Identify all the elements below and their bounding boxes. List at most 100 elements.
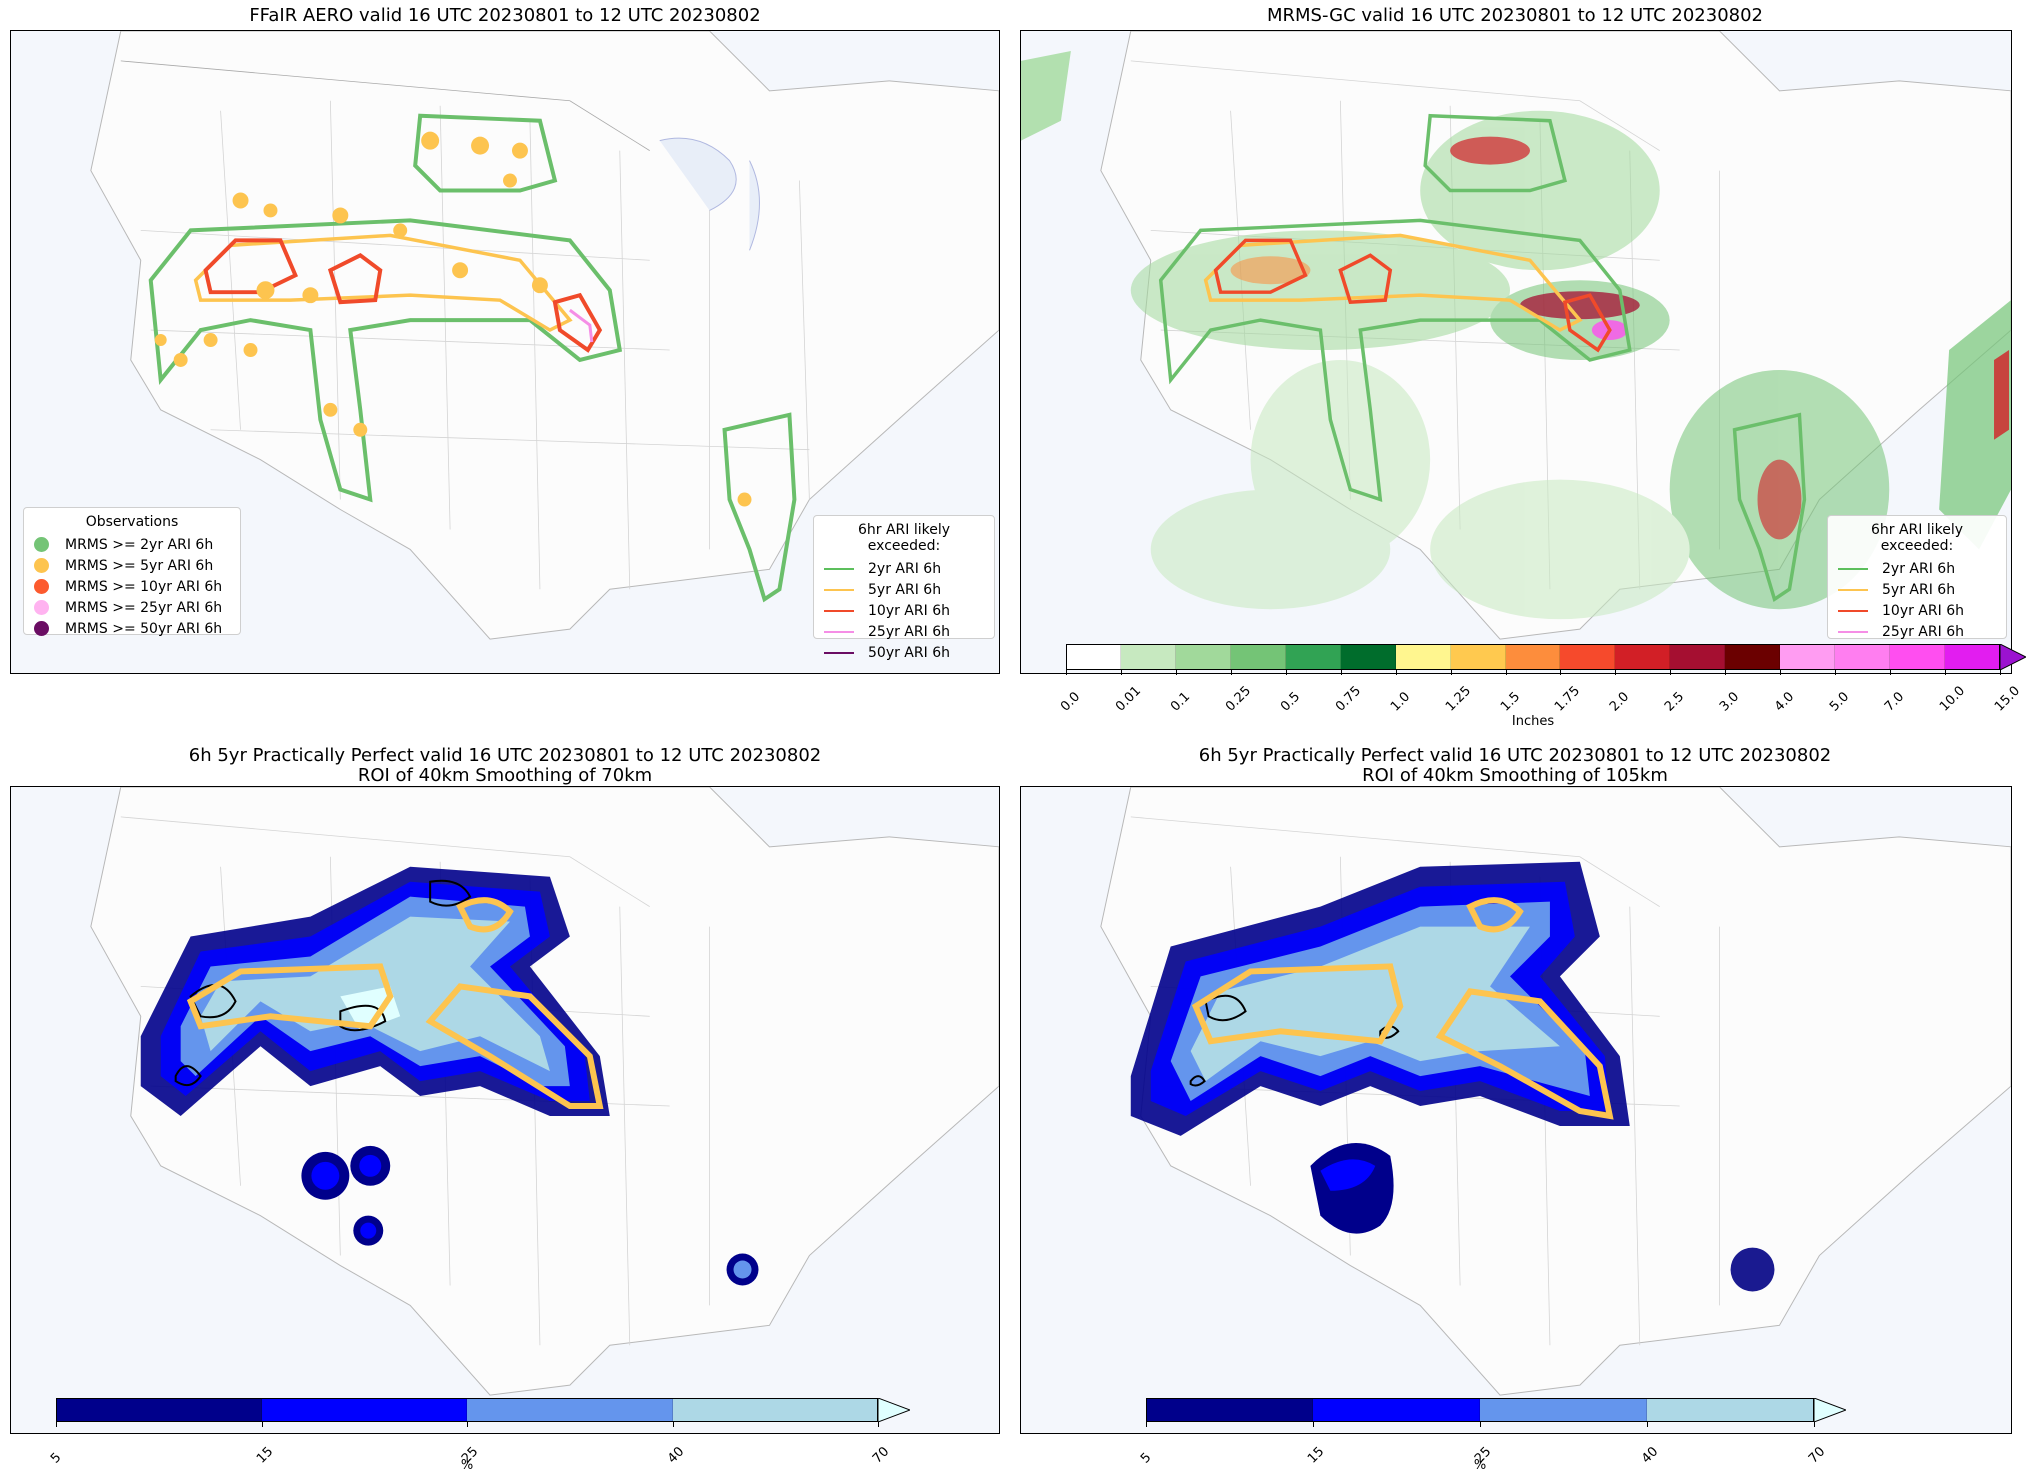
- colorbar-segment: [1066, 644, 1121, 670]
- colorbar-tickmark: [1313, 1422, 1314, 1427]
- colorbar-segment: [1725, 644, 1781, 670]
- colorbar-tickmark: [1480, 1422, 1481, 1427]
- colorbar-segment: [1450, 644, 1506, 670]
- prob-colorbar-left: 5 15 25 40 70%: [48, 1398, 910, 1473]
- observations-legend-title: Observations: [85, 514, 179, 530]
- obs-dot-5yr-icon: [34, 558, 49, 573]
- title-top-right: MRMS-GC valid 16 UTC 20230801 to 12 UTC …: [1266, 5, 1764, 26]
- colorbar-segment: [1340, 644, 1396, 670]
- colorbar-tick-label: 15.0: [1992, 683, 2024, 715]
- colorbar-segment: [1175, 644, 1231, 670]
- map-basemap: [90, 31, 999, 640]
- obs-dot-25yr-icon: [34, 600, 49, 615]
- colorbar-tickmark: [1945, 670, 1947, 675]
- colorbar-frame: [56, 1398, 878, 1422]
- colorbar-tick-label: 2.0: [1607, 689, 1633, 715]
- colorbar-extend-arrow: [1814, 1398, 1846, 1422]
- obs-legend-item-2yr: MRMS >= 2yr ARI 6h: [34, 534, 230, 555]
- colorbar-extend-arrow: [2000, 644, 2026, 670]
- colorbar-label: %: [460, 1458, 474, 1473]
- colorbar-tickmark: [1890, 670, 1892, 675]
- colorbar-segment: [56, 1398, 262, 1422]
- colorbar-tickmark: [2000, 670, 2001, 675]
- observations-legend: Observations MRMS >= 2yr ARI 6h MRMS >= …: [23, 507, 241, 637]
- map-pp-70km: [90, 787, 999, 1396]
- colorbar-segment: [1647, 1398, 1814, 1422]
- colorbar-segment: [1890, 644, 1946, 670]
- colorbar-segment: [1120, 644, 1176, 670]
- map-pp-105km: [1100, 787, 2011, 1396]
- colorbar-tick-label: 0.75: [1332, 683, 1364, 715]
- colorbar-segment: [1313, 1398, 1480, 1422]
- ari-line-2yr-icon: [824, 567, 854, 570]
- colorbar-tickmark: [1230, 670, 1232, 675]
- colorbar-segment: [1285, 644, 1341, 670]
- colorbar-tick-label: 0.0: [1058, 689, 1084, 715]
- obs-dots-5yr: [154, 131, 752, 507]
- colorbar-tick-label: 0.25: [1222, 683, 1254, 715]
- colorbar-segment: [1480, 1398, 1647, 1422]
- colorbar-tickmark: [1120, 670, 1122, 675]
- obs-legend-item-50yr: MRMS >= 50yr ARI 6h: [34, 618, 230, 639]
- colorbar-tickmark: [1780, 670, 1782, 675]
- colorbar-tickmark: [56, 1422, 57, 1427]
- precip-colorbar: 0.0 0.01 0.1 0.25 0.5 0.75 1.0 1.25 1.5 1.75 2.0 2.…: [1058, 644, 2026, 729]
- colorbar-segment: [1230, 644, 1286, 670]
- precip-heavy-cores: [1230, 136, 1802, 540]
- title-bottom-left: 6h 5yr Practically Perfect valid 16 UTC …: [188, 745, 822, 786]
- colorbar-tickmark: [1450, 670, 1452, 675]
- colorbar-tickmark: [1670, 670, 1672, 675]
- prob-colorbar-right: 5 15 25 40 70%: [1138, 1398, 1846, 1473]
- colorbar-tickmark: [1340, 670, 1342, 675]
- colorbar-segment: [1670, 644, 1726, 670]
- colorbar-tickmark: [1395, 670, 1397, 675]
- ari-legend-item-25yr: 25yr ARI 6h: [1838, 621, 1996, 642]
- ari-line-5yr-icon: [1838, 588, 1868, 591]
- colorbar-tickmark: [1560, 670, 1562, 675]
- obs-dot-2yr-icon: [34, 537, 49, 552]
- colorbar-tickmark: [1615, 670, 1617, 675]
- contour-5yr-outline: [186, 963, 394, 1030]
- ari-legend-item-5yr: 5yr ARI 6h: [1838, 579, 1996, 600]
- colorbar-tick-label: 1.0: [1387, 689, 1413, 715]
- map-panel-pp-105km: [1020, 786, 2012, 1434]
- colorbar-tickmark: [1175, 670, 1177, 675]
- ari-legend-title: 6hr ARI likely exceeded:: [1870, 522, 1964, 554]
- ari-legend-top-right: 6hr ARI likely exceeded: 2yr ARI 6h 5yr …: [1827, 515, 2007, 661]
- colorbar-segment: [1780, 644, 1836, 670]
- colorbar-tick-label: 5.0: [1827, 689, 1853, 715]
- ari-legend-item-10yr: 10yr ARI 6h: [824, 600, 984, 621]
- ari-legend-item-50yr: 50yr ARI 6h: [824, 642, 984, 663]
- ari-legend-title: 6hr ARI likely exceeded:: [857, 522, 951, 554]
- colorbar-tickmark: [467, 1422, 468, 1427]
- colorbar-segment: [672, 1398, 878, 1422]
- colorbar-tick-label: 0.1: [1167, 689, 1194, 715]
- colorbar-tickmark: [1647, 1422, 1648, 1427]
- colorbar-tickmark: [261, 1422, 263, 1427]
- colorbar-tick-label: 4.0: [1772, 689, 1798, 715]
- colorbar-segment: [261, 1398, 467, 1422]
- title-bottom-right: 6h 5yr Practically Perfect valid 16 UTC …: [1198, 745, 1832, 786]
- obs-legend-item-25yr: MRMS >= 25yr ARI 6h: [34, 597, 230, 618]
- map-panel-pp-70km: [10, 786, 1000, 1434]
- colorbar-extend-arrow: [878, 1398, 910, 1422]
- colorbar-segment: [467, 1398, 673, 1422]
- ari-line-5yr-icon: [824, 588, 854, 591]
- colorbar-frame: [1146, 1398, 1814, 1422]
- map-panel-ffair-aero: Observations MRMS >= 2yr ARI 6h MRMS >= …: [10, 30, 1000, 674]
- map-panel-mrms-gc: 6hr ARI likely exceeded: 2yr ARI 6h 5yr …: [1020, 30, 2012, 674]
- ari-line-10yr-icon: [824, 609, 854, 612]
- colorbar-tickmark: [878, 1422, 879, 1427]
- ari-legend-top-left: 6hr ARI likely exceeded: 2yr ARI 6h 5yr …: [813, 515, 995, 661]
- colorbar-segment: [1395, 644, 1451, 670]
- colorbar-tick-label: 2.5: [1662, 689, 1688, 715]
- colorbar-tick-label: 3.0: [1717, 689, 1743, 715]
- colorbar-tickmark: [1285, 670, 1287, 675]
- colorbar-tick-label: 10.0: [1937, 683, 1969, 715]
- ari-legend-item-10yr: 10yr ARI 6h: [1838, 600, 1996, 621]
- colorbar-segment: [1560, 644, 1616, 670]
- contour-5yr: [193, 233, 573, 333]
- colorbar-tickmark: [1814, 1422, 1815, 1427]
- colorbar-tickmark: [672, 1422, 674, 1427]
- ari-legend-item-2yr: 2yr ARI 6h: [824, 558, 984, 579]
